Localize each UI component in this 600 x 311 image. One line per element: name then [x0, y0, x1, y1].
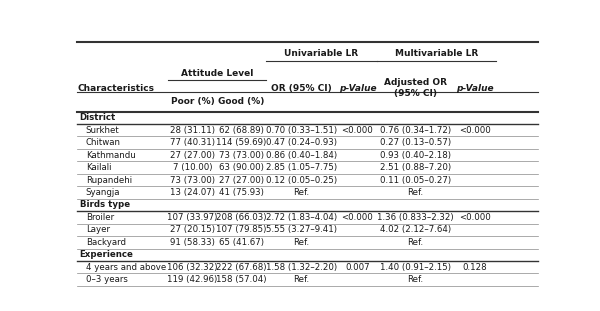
Text: 1.58 (1.32–2.20): 1.58 (1.32–2.20) [266, 263, 337, 272]
Text: Ref.: Ref. [407, 238, 424, 247]
Text: Backyard: Backyard [86, 238, 125, 247]
Text: 4.02 (2.12–7.64): 4.02 (2.12–7.64) [380, 225, 451, 234]
Text: 0.007: 0.007 [345, 263, 370, 272]
Text: 106 (32.32): 106 (32.32) [167, 263, 218, 272]
Text: 27 (27.00): 27 (27.00) [170, 151, 215, 160]
Text: Kailali: Kailali [86, 163, 111, 172]
Text: 1.36 (0.833–2.32): 1.36 (0.833–2.32) [377, 213, 454, 222]
Text: 0.76 (0.34–1.72): 0.76 (0.34–1.72) [380, 126, 451, 135]
Text: 41 (75.93): 41 (75.93) [219, 188, 263, 197]
Text: Experience: Experience [80, 250, 134, 259]
Text: 0.93 (0.40–2.18): 0.93 (0.40–2.18) [380, 151, 451, 160]
Text: 27 (20.15): 27 (20.15) [170, 225, 215, 234]
Text: Ref.: Ref. [293, 238, 310, 247]
Text: Ref.: Ref. [293, 188, 310, 197]
Text: 0.47 (0.24–0.93): 0.47 (0.24–0.93) [266, 138, 337, 147]
Text: <0.000: <0.000 [341, 213, 373, 222]
Text: 73 (73.00): 73 (73.00) [219, 151, 264, 160]
Text: 2.72 (1.83–4.04): 2.72 (1.83–4.04) [266, 213, 337, 222]
Text: 4 years and above: 4 years and above [86, 263, 166, 272]
Text: 63 (90.00): 63 (90.00) [219, 163, 263, 172]
Text: 91 (58.33): 91 (58.33) [170, 238, 215, 247]
Text: OR (95% CI): OR (95% CI) [271, 84, 332, 93]
Text: Ref.: Ref. [407, 188, 424, 197]
Text: p-Value: p-Value [456, 84, 494, 93]
Text: Layer: Layer [86, 225, 110, 234]
Text: District: District [80, 113, 116, 122]
Text: 107 (33.97): 107 (33.97) [167, 213, 218, 222]
Text: 62 (68.89): 62 (68.89) [219, 126, 263, 135]
Text: p-Value: p-Value [338, 84, 376, 93]
Text: Characteristics: Characteristics [77, 84, 154, 93]
Text: Ref.: Ref. [293, 275, 310, 284]
Text: Ref.: Ref. [407, 275, 424, 284]
Text: 73 (73.00): 73 (73.00) [170, 175, 215, 184]
Text: Multivariable LR: Multivariable LR [395, 49, 478, 58]
Text: <0.000: <0.000 [341, 126, 373, 135]
Text: Rupandehi: Rupandehi [86, 175, 132, 184]
Text: 107 (79.85): 107 (79.85) [216, 225, 266, 234]
Text: 119 (42.96): 119 (42.96) [167, 275, 218, 284]
Text: 7 (10.00): 7 (10.00) [173, 163, 212, 172]
Text: Broiler: Broiler [86, 213, 114, 222]
Text: Syangja: Syangja [86, 188, 120, 197]
Text: 158 (57.04): 158 (57.04) [216, 275, 266, 284]
Text: 27 (27.00): 27 (27.00) [219, 175, 264, 184]
Text: 5.55 (3.27–9.41): 5.55 (3.27–9.41) [266, 225, 337, 234]
Text: 0.70 (0.33–1.51): 0.70 (0.33–1.51) [266, 126, 337, 135]
Text: Birds type: Birds type [80, 201, 130, 209]
Text: 0.128: 0.128 [463, 263, 487, 272]
Text: 1.40 (0.91–2.15): 1.40 (0.91–2.15) [380, 263, 451, 272]
Text: Surkhet: Surkhet [86, 126, 119, 135]
Text: <0.000: <0.000 [459, 213, 491, 222]
Text: 222 (67.68): 222 (67.68) [216, 263, 266, 272]
Text: 0.27 (0.13–0.57): 0.27 (0.13–0.57) [380, 138, 451, 147]
Text: 0.86 (0.40–1.84): 0.86 (0.40–1.84) [266, 151, 337, 160]
Text: 65 (41.67): 65 (41.67) [219, 238, 264, 247]
Text: 208 (66.03): 208 (66.03) [216, 213, 266, 222]
Text: 0.12 (0.05–0.25): 0.12 (0.05–0.25) [266, 175, 337, 184]
Text: 28 (31.11): 28 (31.11) [170, 126, 215, 135]
Text: Univariable LR: Univariable LR [284, 49, 359, 58]
Text: Attitude Level: Attitude Level [181, 69, 253, 78]
Text: Chitwan: Chitwan [86, 138, 121, 147]
Text: Good (%): Good (%) [218, 97, 265, 106]
Text: Poor (%): Poor (%) [170, 97, 214, 106]
Text: <0.000: <0.000 [459, 126, 491, 135]
Text: 2.51 (0.88–7.20): 2.51 (0.88–7.20) [380, 163, 451, 172]
Text: 2.85 (1.05–7.75): 2.85 (1.05–7.75) [266, 163, 337, 172]
Text: 13 (24.07): 13 (24.07) [170, 188, 215, 197]
Text: 77 (40.31): 77 (40.31) [170, 138, 215, 147]
Text: 0.11 (0.05–0.27): 0.11 (0.05–0.27) [380, 175, 451, 184]
Text: Kathmandu: Kathmandu [86, 151, 136, 160]
Text: 114 (59.69): 114 (59.69) [216, 138, 266, 147]
Text: Adjusted OR
(95% CI): Adjusted OR (95% CI) [384, 78, 447, 98]
Text: 0–3 years: 0–3 years [86, 275, 128, 284]
